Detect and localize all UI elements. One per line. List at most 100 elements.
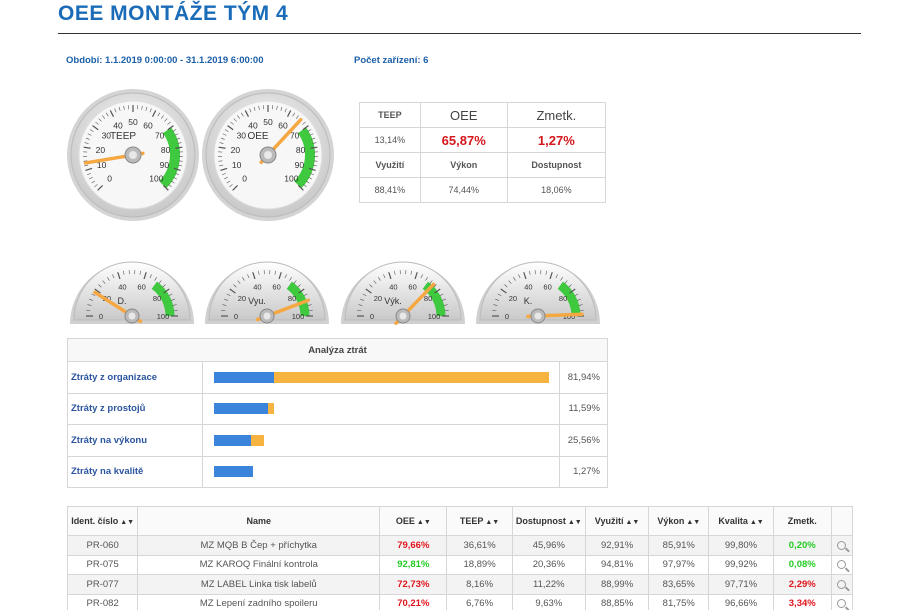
table-row[interactable]: PR-082 MZ Lepení zadního spoileru 70,21% 6,… bbox=[66, 593, 854, 610]
loss-value: 25,56% bbox=[559, 424, 608, 457]
loss-row: Ztráty z prostojů 11,59% bbox=[67, 392, 608, 425]
cell-utilization: 88,85% bbox=[584, 593, 650, 610]
cell-quality: 99,80% bbox=[708, 535, 774, 556]
svg-text:40: 40 bbox=[118, 283, 126, 292]
kpi-teep-label: TEEP bbox=[359, 102, 421, 128]
loss-bar-orange bbox=[250, 434, 265, 446]
cell-id: PR-082 bbox=[66, 593, 139, 610]
cell-quality: 99,92% bbox=[708, 554, 774, 575]
cell-performance: 97,97% bbox=[648, 554, 710, 575]
cell-utilization: 88,99% bbox=[584, 574, 650, 595]
loss-label: Ztráty z prostojů bbox=[67, 392, 203, 425]
loss-bar-blue bbox=[214, 466, 253, 478]
loss-label: Ztráty z organizace bbox=[67, 361, 203, 394]
svg-text:OEE: OEE bbox=[247, 131, 268, 142]
cell-utilization: 94,81% bbox=[584, 554, 650, 575]
kpi-teep-value: 13,14% bbox=[359, 127, 421, 153]
svg-text:80: 80 bbox=[153, 294, 161, 303]
svg-text:TEEP: TEEP bbox=[110, 131, 136, 142]
svg-text:100: 100 bbox=[157, 312, 170, 321]
kpi-avail-label: Dostupnost bbox=[506, 152, 607, 178]
svg-text:80: 80 bbox=[559, 294, 567, 303]
magnifier-icon[interactable] bbox=[837, 540, 847, 550]
cell-teep: 36,61% bbox=[446, 535, 513, 556]
cell-performance: 85,91% bbox=[648, 535, 710, 556]
detail-button[interactable] bbox=[830, 593, 854, 610]
svg-text:40: 40 bbox=[248, 121, 258, 131]
title-divider bbox=[58, 33, 861, 34]
cell-availability: 11,22% bbox=[511, 574, 586, 595]
loss-bar bbox=[214, 434, 559, 446]
kpi-scrap-label: Zmetk. bbox=[506, 102, 607, 128]
svg-text:80: 80 bbox=[424, 294, 432, 303]
kpi-table: TEEP OEE Zmetk. 13,14% 65,87% 1,27% Využ… bbox=[359, 102, 607, 203]
table-row[interactable]: PR-060 MZ MQB B Čep + příchytka 79,66% 36,6… bbox=[66, 535, 854, 556]
loss-label: Ztráty na kvalitě bbox=[67, 455, 203, 488]
svg-text:80: 80 bbox=[161, 145, 171, 155]
svg-text:Výk.: Výk. bbox=[384, 296, 402, 306]
cell-oee: 79,66% bbox=[379, 535, 448, 556]
kpi-oee-value: 65,87% bbox=[419, 127, 508, 153]
kpi-util-label: Využití bbox=[359, 152, 421, 178]
cell-name: MZ Lepení zadního spoileru bbox=[137, 593, 381, 610]
cell-availability: 9,63% bbox=[511, 593, 586, 610]
loss-bar bbox=[214, 371, 559, 383]
cell-scrap: 2,29% bbox=[772, 574, 832, 595]
svg-text:90: 90 bbox=[295, 160, 305, 170]
svg-text:10: 10 bbox=[232, 160, 242, 170]
svg-text:20: 20 bbox=[96, 145, 106, 155]
device-count-label: Počet zařízení: 6 bbox=[354, 55, 429, 66]
svg-text:20: 20 bbox=[509, 294, 517, 303]
detail-button[interactable] bbox=[830, 574, 854, 595]
col-header-performance[interactable]: Výkon ▲▼ bbox=[648, 506, 710, 536]
loss-bar-cell bbox=[202, 424, 560, 457]
svg-text:K.: K. bbox=[524, 296, 533, 306]
col-header-quality[interactable]: Kvalita ▲▼ bbox=[708, 506, 774, 536]
loss-value: 1,27% bbox=[559, 455, 608, 488]
svg-text:Vyu.: Vyu. bbox=[248, 296, 266, 306]
loss-value: 11,59% bbox=[559, 392, 608, 425]
loss-bar bbox=[214, 403, 559, 415]
svg-text:30: 30 bbox=[237, 131, 247, 141]
cell-quality: 96,66% bbox=[708, 593, 774, 610]
gauge-utilization: 0 20 40 60 80 100 Vyu. bbox=[201, 246, 333, 330]
svg-text:0: 0 bbox=[370, 312, 374, 321]
period-label: Období: 1.1.2019 0:00:00 - 31.1.2019 6:0… bbox=[66, 55, 264, 66]
col-header-oee[interactable]: OEE ▲▼ bbox=[379, 506, 448, 536]
detail-button[interactable] bbox=[830, 554, 854, 575]
svg-text:20: 20 bbox=[374, 294, 382, 303]
svg-text:40: 40 bbox=[253, 283, 261, 292]
table-row[interactable]: PR-077 MZ LABEL Linka tisk labelů 72,73% 8,… bbox=[66, 574, 854, 595]
cell-performance: 81,75% bbox=[648, 593, 710, 610]
col-header-id[interactable]: Ident. číslo ▲▼ bbox=[66, 506, 139, 536]
kpi-avail-value: 18,06% bbox=[506, 177, 607, 203]
col-header-availability[interactable]: Dostupnost ▲▼ bbox=[511, 506, 586, 536]
svg-text:10: 10 bbox=[97, 160, 107, 170]
magnifier-icon[interactable] bbox=[837, 599, 847, 609]
svg-text:70: 70 bbox=[155, 131, 165, 141]
svg-text:40: 40 bbox=[524, 283, 532, 292]
gauge-quality: 020406080100K. bbox=[472, 246, 604, 330]
svg-text:40: 40 bbox=[113, 121, 123, 131]
cell-id: PR-060 bbox=[66, 535, 139, 556]
cell-name: MZ MQB B Čep + příchytka bbox=[137, 535, 381, 556]
kpi-scrap-value: 1,27% bbox=[506, 127, 607, 153]
kpi-perf-value: 74,44% bbox=[419, 177, 508, 203]
loss-bar bbox=[214, 466, 559, 478]
col-header-utilization[interactable]: Využití ▲▼ bbox=[584, 506, 650, 536]
cell-availability: 20,36% bbox=[511, 554, 586, 575]
magnifier-icon[interactable] bbox=[837, 560, 847, 570]
magnifier-icon[interactable] bbox=[837, 579, 847, 589]
loss-bar-orange bbox=[267, 403, 275, 415]
cell-scrap: 0,08% bbox=[772, 554, 832, 575]
loss-analysis-table: Analýza ztrát Ztráty z organizace 81,94% Z… bbox=[67, 338, 608, 488]
detail-button[interactable] bbox=[830, 535, 854, 556]
cell-oee: 70,21% bbox=[379, 593, 448, 610]
page-title: OEE MONTÁŽE TÝM 4 bbox=[58, 2, 289, 25]
svg-text:20: 20 bbox=[231, 145, 241, 155]
cell-teep: 18,89% bbox=[446, 554, 513, 575]
col-header-teep[interactable]: TEEP ▲▼ bbox=[446, 506, 513, 536]
table-row[interactable]: PR-075 MZ KAROQ Finální kontrola 92,81% 18,… bbox=[66, 554, 854, 575]
svg-text:60: 60 bbox=[408, 283, 416, 292]
cell-utilization: 92,91% bbox=[584, 535, 650, 556]
